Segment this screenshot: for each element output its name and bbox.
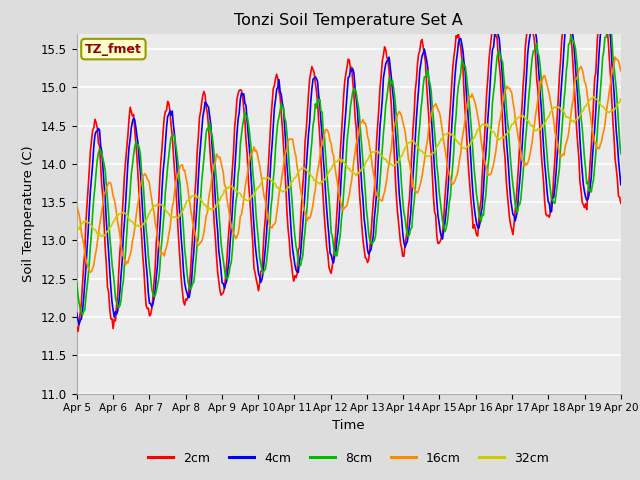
Title: Tonzi Soil Temperature Set A: Tonzi Soil Temperature Set A <box>234 13 463 28</box>
Y-axis label: Soil Temperature (C): Soil Temperature (C) <box>22 145 35 282</box>
X-axis label: Time: Time <box>333 419 365 432</box>
Legend: 2cm, 4cm, 8cm, 16cm, 32cm: 2cm, 4cm, 8cm, 16cm, 32cm <box>143 447 554 469</box>
Text: TZ_fmet: TZ_fmet <box>85 43 142 56</box>
